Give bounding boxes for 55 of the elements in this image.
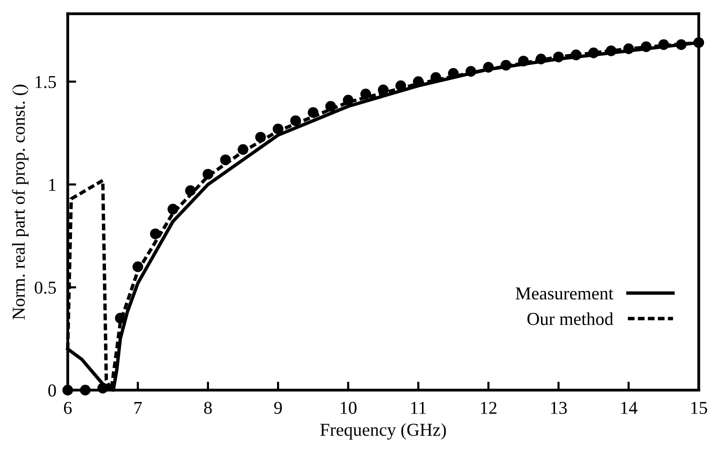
point — [536, 54, 546, 64]
point — [676, 39, 687, 50]
point — [290, 115, 301, 126]
point — [168, 204, 178, 215]
x-tick-label: 6 — [64, 402, 72, 414]
point — [430, 72, 442, 83]
point — [623, 43, 634, 54]
point — [570, 50, 582, 60]
point — [395, 80, 406, 92]
point — [202, 168, 214, 180]
point — [588, 47, 599, 58]
point — [606, 45, 616, 56]
x-tick-label: 11 — [411, 402, 426, 414]
legend-label: Measurement — [516, 288, 614, 300]
y-tick-label: 1.5 — [36, 76, 56, 88]
point — [378, 84, 389, 96]
point — [62, 384, 74, 396]
point — [150, 228, 161, 240]
point — [500, 60, 512, 71]
point — [483, 62, 494, 73]
point — [518, 56, 529, 66]
point — [132, 261, 144, 272]
point — [448, 68, 459, 79]
point — [80, 384, 91, 396]
point — [325, 100, 336, 112]
point — [553, 52, 564, 62]
point — [658, 39, 670, 50]
point — [185, 185, 196, 196]
y-tick-label: 0 — [48, 384, 56, 397]
point — [466, 66, 476, 77]
x-axis-title: Frequency (GHz) — [320, 423, 446, 440]
point — [342, 94, 354, 106]
legend-label: Our method — [527, 312, 614, 326]
point — [114, 312, 126, 324]
point — [640, 41, 652, 52]
x-tick-label: 15 — [691, 402, 708, 414]
x-tick-label: 9 — [274, 402, 282, 414]
point — [360, 88, 372, 100]
x-tick-label: 14 — [621, 402, 638, 414]
x-tick-label: 10 — [340, 402, 357, 414]
point — [412, 76, 424, 87]
point — [255, 132, 266, 143]
point — [220, 154, 231, 166]
x-tick-label: 8 — [204, 402, 212, 414]
point — [97, 382, 108, 394]
point — [272, 124, 284, 134]
x-tick-label: 13 — [551, 402, 567, 414]
x-tick-label: 7 — [134, 402, 142, 414]
y-tick-label: 0.5 — [34, 282, 56, 294]
y-axis-title: Norm. real part of prop. const. () — [12, 84, 28, 320]
point — [238, 144, 248, 155]
x-tick-label: 12 — [480, 402, 496, 414]
point — [308, 107, 318, 118]
y-tick-label: 1 — [49, 178, 56, 191]
point — [693, 37, 704, 48]
